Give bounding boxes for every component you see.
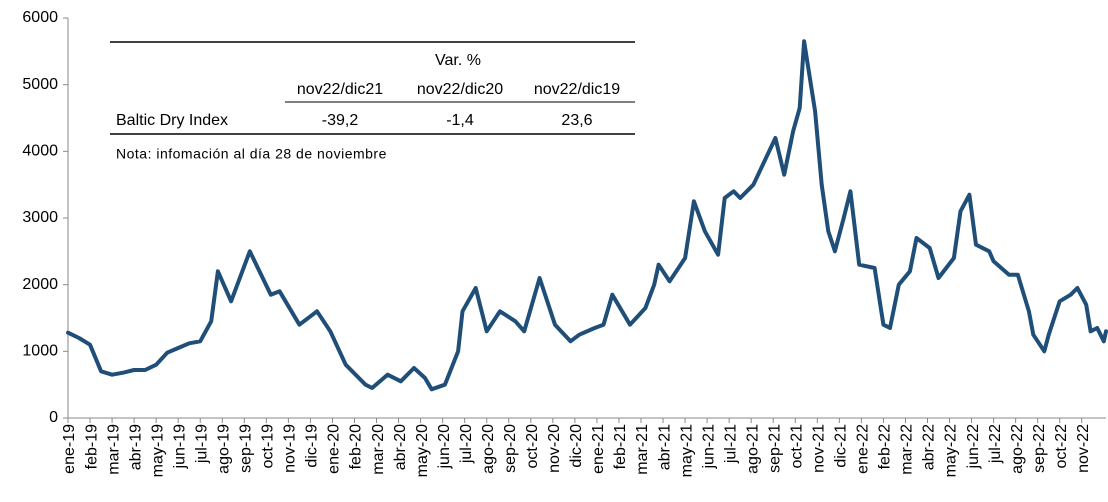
x-tick-label: ago-20: [480, 424, 497, 474]
table-group-header: Var. %: [435, 52, 481, 69]
x-tick-label: feb-19: [83, 424, 100, 469]
x-tick-label: ago-19: [215, 424, 232, 474]
x-tick-label: ago-21: [744, 424, 761, 474]
x-tick-label: nov-22: [1075, 424, 1092, 473]
x-tick-label: ago-22: [1009, 424, 1026, 474]
x-tick-label: abr-20: [392, 424, 409, 470]
x-tick-label: abr-22: [921, 424, 938, 470]
table-column-header: nov22/dic19: [534, 81, 620, 98]
x-tick-label: jun-22: [965, 424, 982, 470]
data-line: [66, 39, 1108, 392]
x-tick-label: jun-20: [436, 424, 453, 470]
x-tick-label: sep-19: [238, 424, 255, 473]
table-row-label: Baltic Dry Index: [116, 112, 228, 129]
x-tick-label: nov-20: [546, 424, 563, 473]
x-tick-label: mar-20: [370, 424, 387, 475]
x-tick-label: oct-22: [1053, 424, 1070, 469]
x-tick-label: feb-20: [348, 424, 365, 469]
y-tick-label: 3000: [22, 209, 58, 226]
x-tick-label: may-19: [149, 424, 166, 477]
table-cell: -1,4: [446, 112, 474, 129]
table-background: [108, 32, 636, 168]
x-tick-label: dic-20: [568, 424, 585, 468]
table-cell: 23,6: [561, 112, 592, 129]
x-tick-label: mar-19: [105, 424, 122, 475]
x-tick-label: oct-19: [260, 424, 277, 469]
x-tick-label: jul-22: [987, 424, 1004, 464]
x-tick-label: jul-19: [193, 424, 210, 464]
x-tick-label: may-21: [678, 424, 695, 477]
x-tick-label: nov-21: [811, 424, 828, 473]
table-column-header: nov22/dic20: [417, 81, 503, 98]
x-tick-label: feb-22: [877, 424, 894, 469]
x-tick-label: abr-19: [127, 424, 144, 470]
x-tick-label: sep-21: [766, 424, 783, 473]
x-tick-label: oct-21: [788, 424, 805, 469]
x-tick-label: dic-19: [304, 424, 321, 468]
table-column-header: nov22/dic21: [297, 81, 383, 98]
x-tick-label: feb-21: [612, 424, 629, 469]
x-tick-label: may-20: [414, 424, 431, 477]
x-tick-label: may-22: [943, 424, 960, 477]
x-tick-label: ene-19: [61, 424, 78, 474]
y-tick-label: 1000: [22, 343, 58, 360]
x-tick-label: mar-22: [899, 424, 916, 475]
y-tick-label: 2000: [22, 276, 58, 293]
x-tick-label: oct-20: [524, 424, 541, 469]
x-tick-label: dic-21: [833, 424, 850, 468]
x-tick-label: jun-21: [700, 424, 717, 470]
table-cell: -39,2: [322, 112, 359, 129]
x-tick-label: mar-21: [634, 424, 651, 475]
x-tick-label: ene-21: [590, 424, 607, 474]
table-note: Nota: infomación al día 28 de noviembre: [116, 146, 387, 162]
x-tick-label: jun-19: [171, 424, 188, 470]
x-tick-label: ene-22: [855, 424, 872, 474]
x-tick-label: abr-21: [656, 424, 673, 470]
y-tick-label: 5000: [22, 76, 58, 93]
x-tick-label: jul-20: [458, 424, 475, 464]
y-tick-label: 0: [49, 409, 58, 426]
y-tick-label: 6000: [22, 9, 58, 26]
x-tick-label: sep-20: [502, 424, 519, 473]
x-tick-label: sep-22: [1031, 424, 1048, 473]
x-tick-label: ene-20: [326, 424, 343, 474]
y-tick-label: 4000: [22, 143, 58, 160]
x-tick-label: jul-21: [722, 424, 739, 464]
x-tick-label: nov-19: [282, 424, 299, 473]
